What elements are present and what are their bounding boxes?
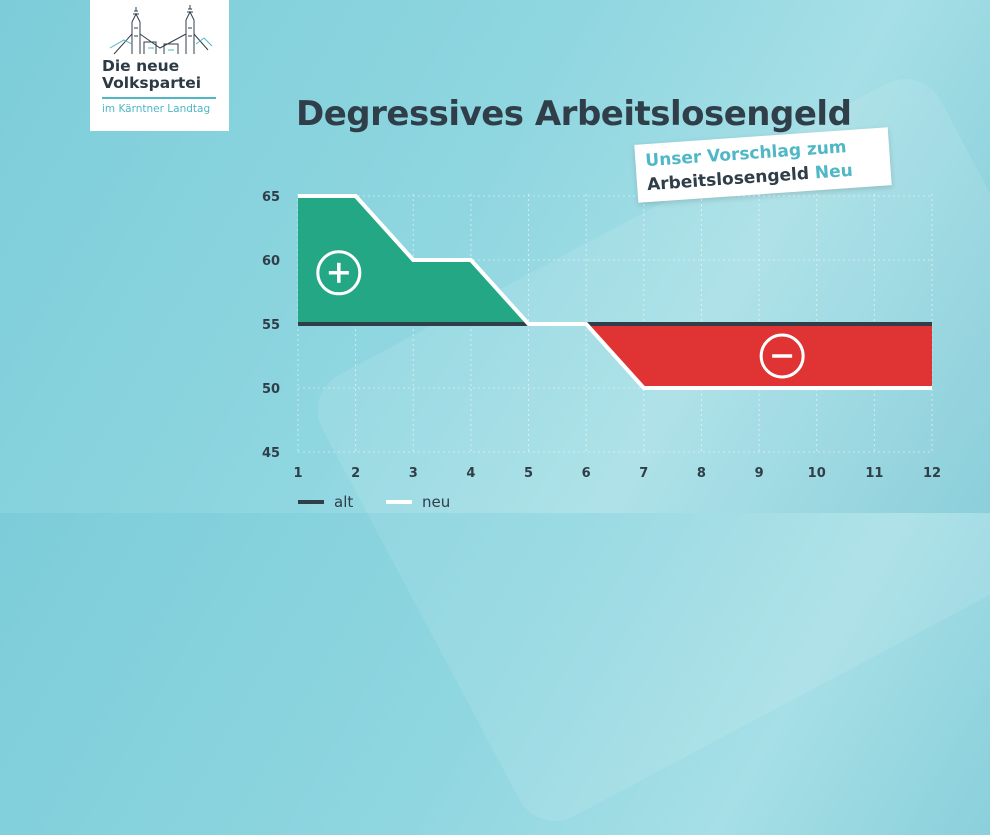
x-tick-label: 10 — [808, 466, 826, 481]
x-tick-label: 1 — [293, 466, 302, 481]
party-logo: Die neue Volkspartei im Kärntner Landtag — [90, 0, 229, 131]
castle-icon — [109, 5, 213, 55]
page-title: Degressives Arbeitslosengeld — [296, 94, 852, 134]
y-tick-label: 50 — [262, 382, 280, 397]
series-line-neu — [298, 194, 932, 390]
plus-circle-icon — [316, 250, 362, 296]
logo-divider — [102, 97, 216, 99]
legend-label-alt: alt — [334, 493, 353, 511]
logo-line-2: Volkspartei — [102, 74, 202, 92]
logo-line-1: Die neue — [102, 57, 180, 75]
x-tick-label: 12 — [923, 466, 941, 481]
x-tick-label: 6 — [582, 466, 591, 481]
y-tick-label: 45 — [262, 446, 280, 461]
minus-circle-icon — [759, 333, 805, 379]
logo-subtitle: im Kärntner Landtag — [102, 103, 211, 115]
y-tick-label: 60 — [262, 254, 280, 269]
loss-area — [586, 324, 932, 388]
x-tick-label: 2 — [351, 466, 360, 481]
x-tick-label: 3 — [409, 466, 418, 481]
x-tick-label: 7 — [639, 466, 648, 481]
y-tick-label: 65 — [262, 190, 280, 205]
x-tick-label: 4 — [466, 466, 475, 481]
legend-label-neu: neu — [422, 493, 450, 511]
x-tick-label: 5 — [524, 466, 533, 481]
x-tick-label: 11 — [865, 466, 883, 481]
x-tick-label: 9 — [755, 466, 764, 481]
x-tick-label: 8 — [697, 466, 706, 481]
y-tick-label: 55 — [262, 318, 280, 333]
